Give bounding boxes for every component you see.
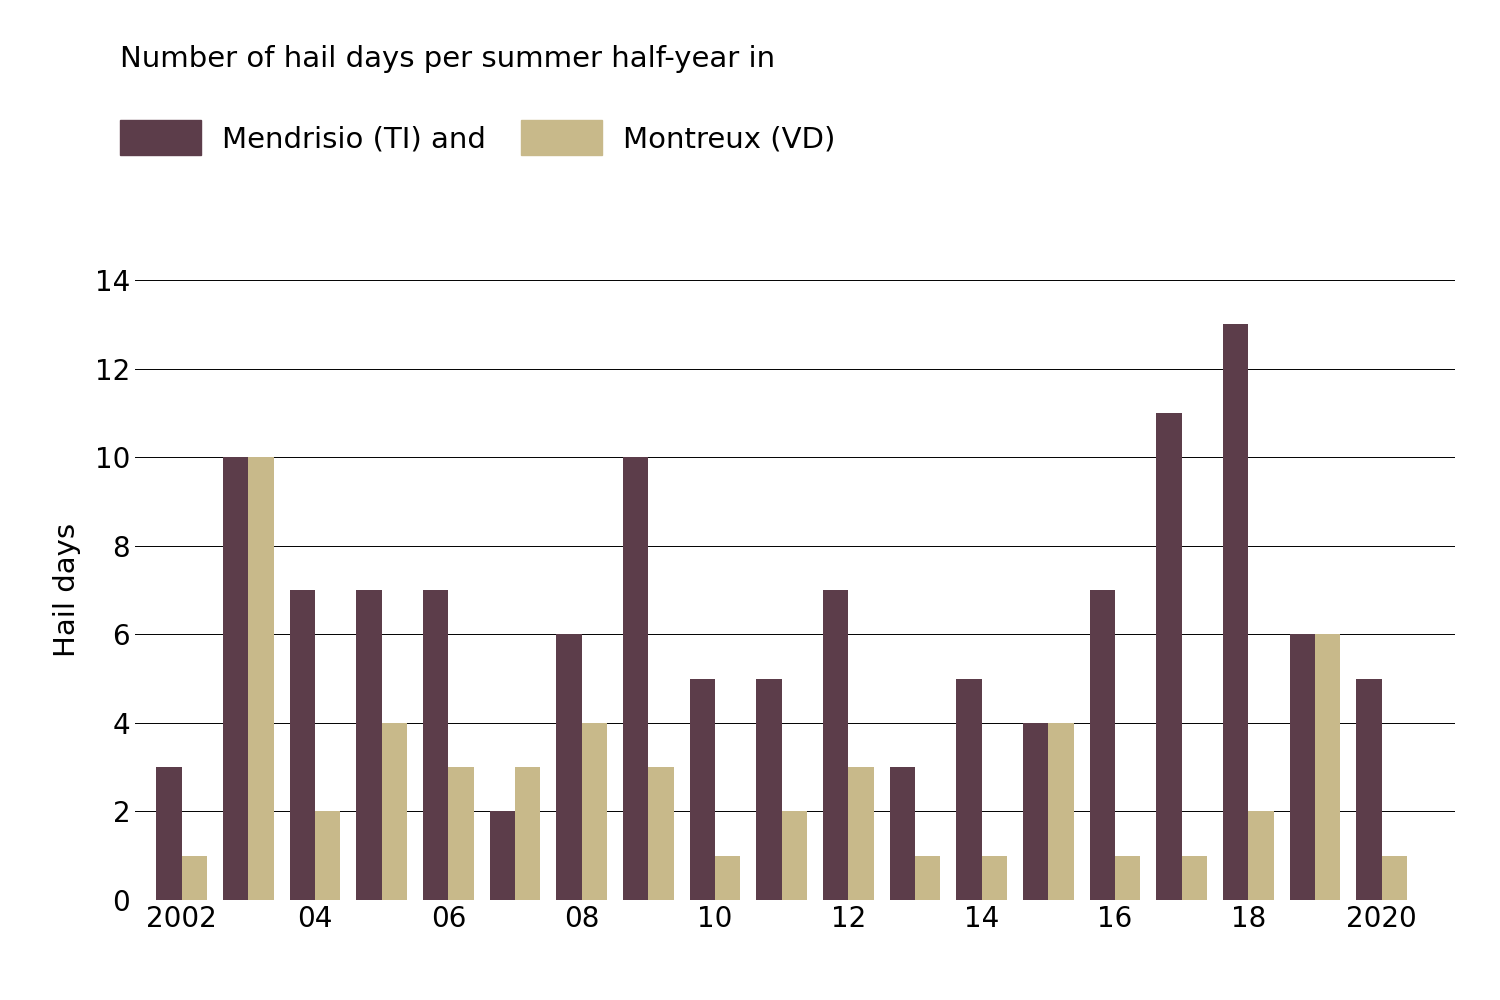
Bar [1023, 723, 1048, 900]
Bar [1048, 723, 1074, 900]
Bar [756, 679, 782, 900]
Legend: Mendrisio (TI) and, Montreux (VD): Mendrisio (TI) and, Montreux (VD) [120, 120, 836, 155]
Bar [1382, 856, 1407, 900]
Bar [1114, 856, 1140, 900]
Bar [1182, 856, 1208, 900]
Bar [1156, 413, 1182, 900]
Y-axis label: Hail days: Hail days [53, 523, 81, 657]
Bar [690, 679, 715, 900]
Bar [489, 811, 514, 900]
Bar [622, 457, 648, 900]
Bar [915, 856, 940, 900]
Bar [782, 811, 807, 900]
Bar [1356, 679, 1382, 900]
Bar [981, 856, 1006, 900]
Bar [381, 723, 406, 900]
Bar [582, 723, 608, 900]
Bar [156, 767, 182, 900]
Bar [1248, 811, 1274, 900]
Bar [357, 590, 381, 900]
Bar [824, 590, 849, 900]
Bar [1222, 324, 1248, 900]
Bar [448, 767, 474, 900]
Bar [514, 767, 540, 900]
Bar [1316, 634, 1341, 900]
Bar [182, 856, 207, 900]
Bar [224, 457, 249, 900]
Bar [556, 634, 582, 900]
Bar [716, 856, 741, 900]
Bar [249, 457, 273, 900]
Bar [890, 767, 915, 900]
Bar [290, 590, 315, 900]
Text: Number of hail days per summer half-year in: Number of hail days per summer half-year… [120, 45, 776, 73]
Bar [1089, 590, 1114, 900]
Bar [957, 679, 981, 900]
Bar [1290, 634, 1316, 900]
Bar [849, 767, 873, 900]
Bar [648, 767, 674, 900]
Bar [423, 590, 448, 900]
Bar [315, 811, 340, 900]
